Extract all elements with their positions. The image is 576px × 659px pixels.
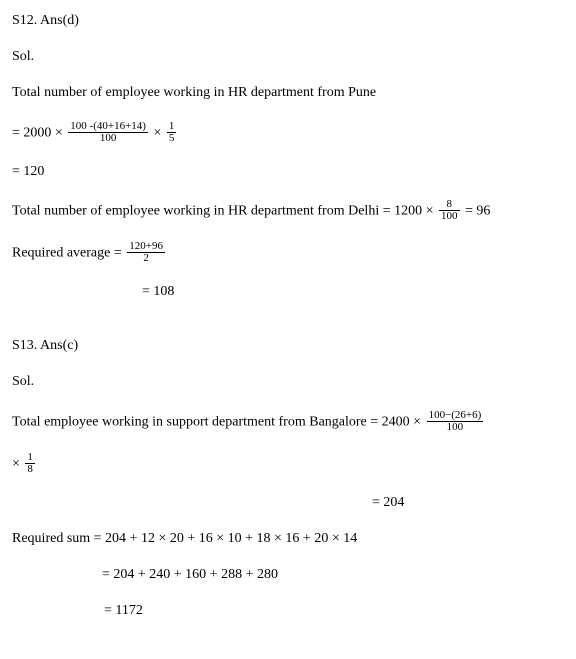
s12-reqavg: Required average = 120+96 2 xyxy=(12,241,564,265)
s13-mul-prefix: × xyxy=(12,456,23,471)
s12-frac4: 120+96 2 xyxy=(127,241,165,265)
s12-frac2: 1 5 xyxy=(167,121,177,145)
s13-line1: Total employee working in support depart… xyxy=(12,410,564,434)
s13-frac1-den: 100 xyxy=(427,422,484,434)
s12-line1: Total number of employee working in HR d… xyxy=(12,84,564,102)
s13-frac2: 1 8 xyxy=(25,452,35,476)
s12-line2-pre: Total number of employee working in HR d… xyxy=(12,203,437,218)
s13-res1: = 204 xyxy=(12,494,564,512)
s12-line2-post: = 96 xyxy=(465,203,490,218)
s13-line1-pre: Total employee working in support depart… xyxy=(12,414,425,429)
s12-frac1-den: 100 xyxy=(68,133,148,145)
s13-frac1: 100−(26+6) 100 xyxy=(427,410,484,434)
s12-eq1-prefix: = 2000 × xyxy=(12,125,66,140)
s12-reqavg-pre: Required average = xyxy=(12,245,125,260)
s12-sol: Sol. xyxy=(12,48,564,66)
s13-sol: Sol. xyxy=(12,373,564,391)
s12-frac1: 100 -(40+16+14) 100 xyxy=(68,121,148,145)
s12-frac3: 8 100 xyxy=(439,199,460,223)
s12-frac2-den: 5 xyxy=(167,133,177,145)
s12-mul: × xyxy=(153,125,164,140)
s13-header: S13. Ans(c) xyxy=(12,337,564,355)
s13-req2: = 204 + 240 + 160 + 288 + 280 xyxy=(12,566,564,584)
s13-frac2-den: 8 xyxy=(25,464,35,476)
s12-reqres: = 108 xyxy=(12,283,564,301)
s12-frac4-den: 2 xyxy=(127,253,165,265)
s13-req3: = 1172 xyxy=(12,602,564,620)
s12-frac3-den: 100 xyxy=(439,211,460,223)
s12-eq1: = 2000 × 100 -(40+16+14) 100 × 1 5 xyxy=(12,121,564,145)
s12-line2: Total number of employee working in HR d… xyxy=(12,199,564,223)
s12-header: S12. Ans(d) xyxy=(12,12,564,30)
s13-mul: × 1 8 xyxy=(12,452,564,476)
s12-res1: = 120 xyxy=(12,163,564,181)
s13-req1: Required sum = 204 + 12 × 20 + 16 × 10 +… xyxy=(12,530,564,548)
